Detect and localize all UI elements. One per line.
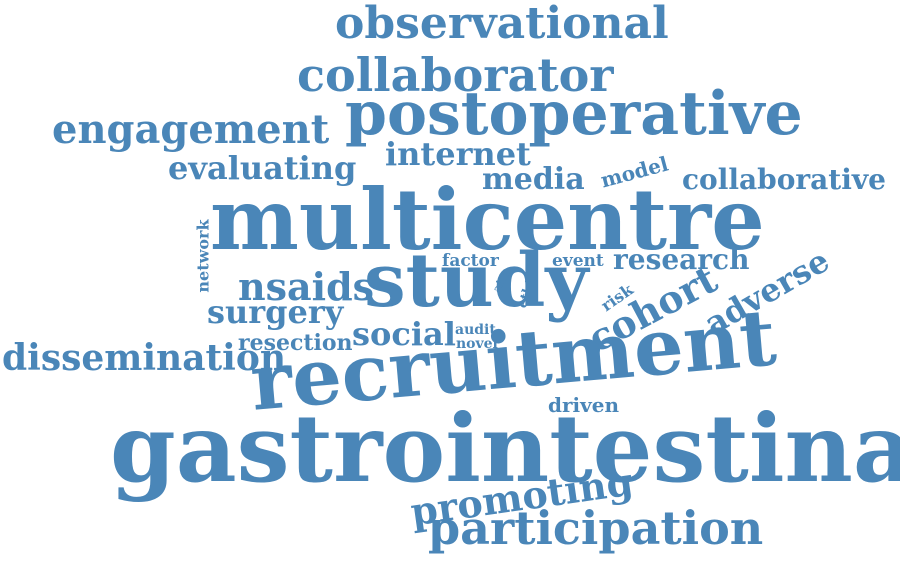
word-collaborative: collaborative (682, 163, 886, 196)
word-postoperative: postoperative (345, 79, 803, 149)
word-factor: factor (442, 251, 499, 271)
word-observational: observational (335, 0, 669, 49)
word-audit: audit (455, 322, 496, 338)
word-media: media (482, 162, 585, 197)
word-internet: internet (385, 135, 531, 173)
word-resection: resection (238, 330, 353, 356)
word-novel: novel (456, 336, 498, 352)
word-dissemination: dissemination (2, 337, 287, 379)
word-research: research (613, 243, 750, 276)
word-surgery: surgery (207, 293, 344, 331)
word-driven: driven (548, 393, 620, 417)
word-study: study (364, 238, 589, 324)
word-nsaids: nsaids (238, 264, 375, 309)
word-evaluating: evaluating (168, 149, 357, 187)
word-event: event (552, 251, 604, 271)
word-social: social (352, 315, 456, 353)
word-network: network (193, 219, 213, 293)
word-engagement: engagement (52, 106, 330, 153)
word-collaborator: collaborator (297, 48, 614, 102)
word-gastrointestinal: gastrointestinal (110, 394, 900, 504)
word-participation: participation (428, 501, 764, 555)
word-multicentre: multicentre (210, 170, 765, 269)
